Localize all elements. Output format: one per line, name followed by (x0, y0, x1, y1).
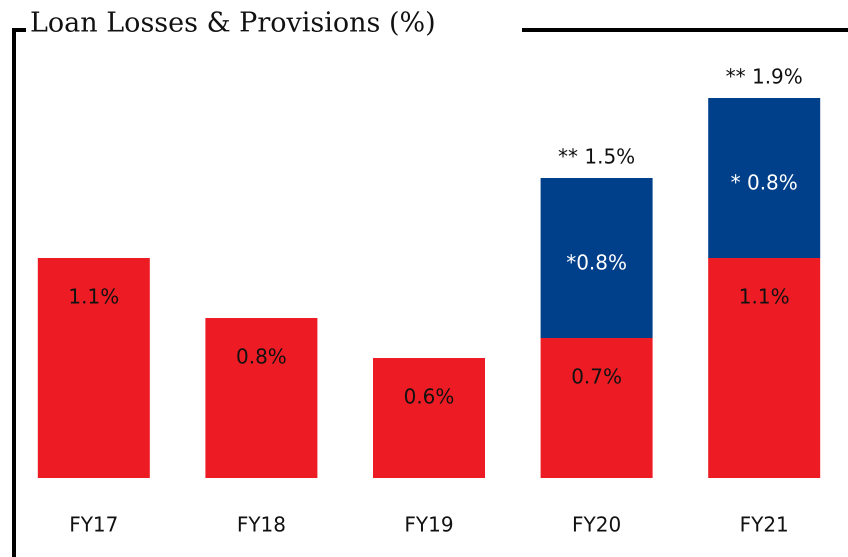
x-tick-label: FY21 (740, 513, 789, 537)
chart-title: Loan Losses & Provisions (%) (30, 8, 436, 39)
x-tick-label: FY20 (572, 513, 621, 537)
bar-segment (373, 358, 485, 478)
bar-segment (540, 178, 653, 338)
total-label: ** 1.9% (726, 65, 803, 89)
value-label: 0.6% (404, 385, 455, 409)
x-tick-label: FY18 (237, 513, 286, 537)
bar-segment (708, 258, 821, 478)
x-tick-label: FY17 (69, 513, 118, 537)
value-label: 0.7% (571, 365, 622, 389)
value-label: 0.8% (236, 345, 287, 369)
total-label: ** 1.5% (558, 145, 635, 169)
frame-left (12, 28, 26, 557)
bar-segment (37, 258, 150, 478)
value-label: * 0.8% (731, 171, 798, 195)
value-label: 1.1% (739, 285, 790, 309)
bar-segment (205, 318, 318, 478)
value-label: *0.8% (566, 251, 627, 275)
value-label: 1.1% (68, 285, 119, 309)
bar-segment (540, 338, 653, 478)
bar-segment (708, 98, 821, 258)
x-tick-label: FY19 (404, 513, 453, 537)
